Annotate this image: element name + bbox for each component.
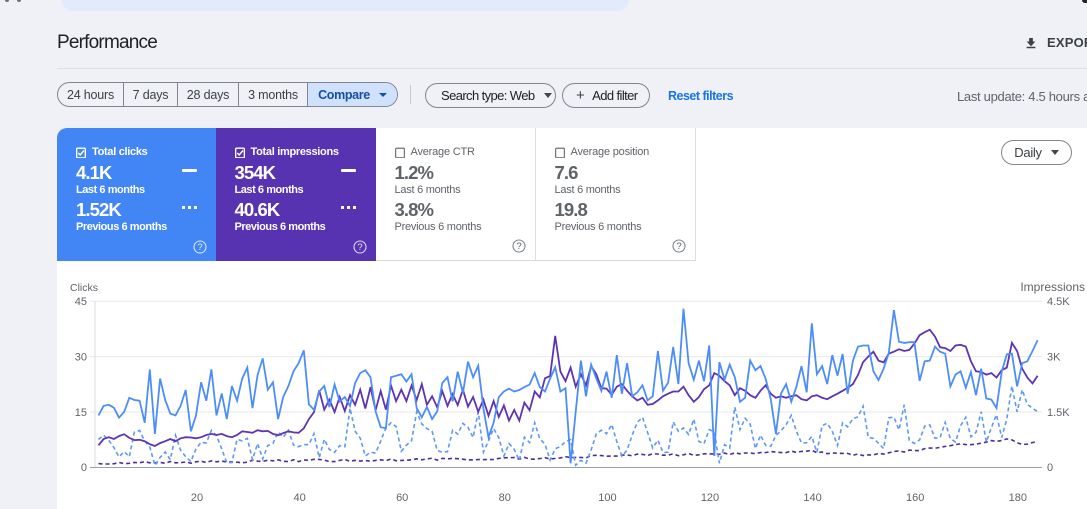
svg-text:40: 40 (293, 492, 305, 504)
svg-text:1.5K: 1.5K (1047, 407, 1070, 419)
svg-text:4.5K: 4.5K (1047, 296, 1070, 308)
svg-text:30: 30 (75, 352, 87, 364)
svg-text:45: 45 (75, 296, 87, 308)
svg-text:100: 100 (598, 492, 616, 504)
svg-text:?: ? (516, 241, 521, 252)
svg-text:20: 20 (191, 492, 203, 504)
svg-text:?: ? (357, 242, 362, 253)
svg-text:0: 0 (1047, 462, 1053, 474)
svg-text:60: 60 (396, 492, 408, 504)
svg-text:160: 160 (906, 492, 924, 504)
svg-text:120: 120 (701, 492, 719, 504)
svg-text:?: ? (676, 241, 681, 252)
svg-text:0: 0 (81, 462, 87, 474)
svg-text:80: 80 (499, 492, 511, 504)
svg-text:140: 140 (803, 492, 821, 504)
svg-text:3K: 3K (1047, 352, 1061, 364)
svg-text:15: 15 (75, 407, 87, 419)
svg-text:?: ? (197, 242, 202, 253)
svg-text:180: 180 (1009, 492, 1027, 504)
svg-text:Impressions: Impressions (1020, 280, 1085, 294)
svg-text:Clicks: Clicks (70, 282, 98, 294)
